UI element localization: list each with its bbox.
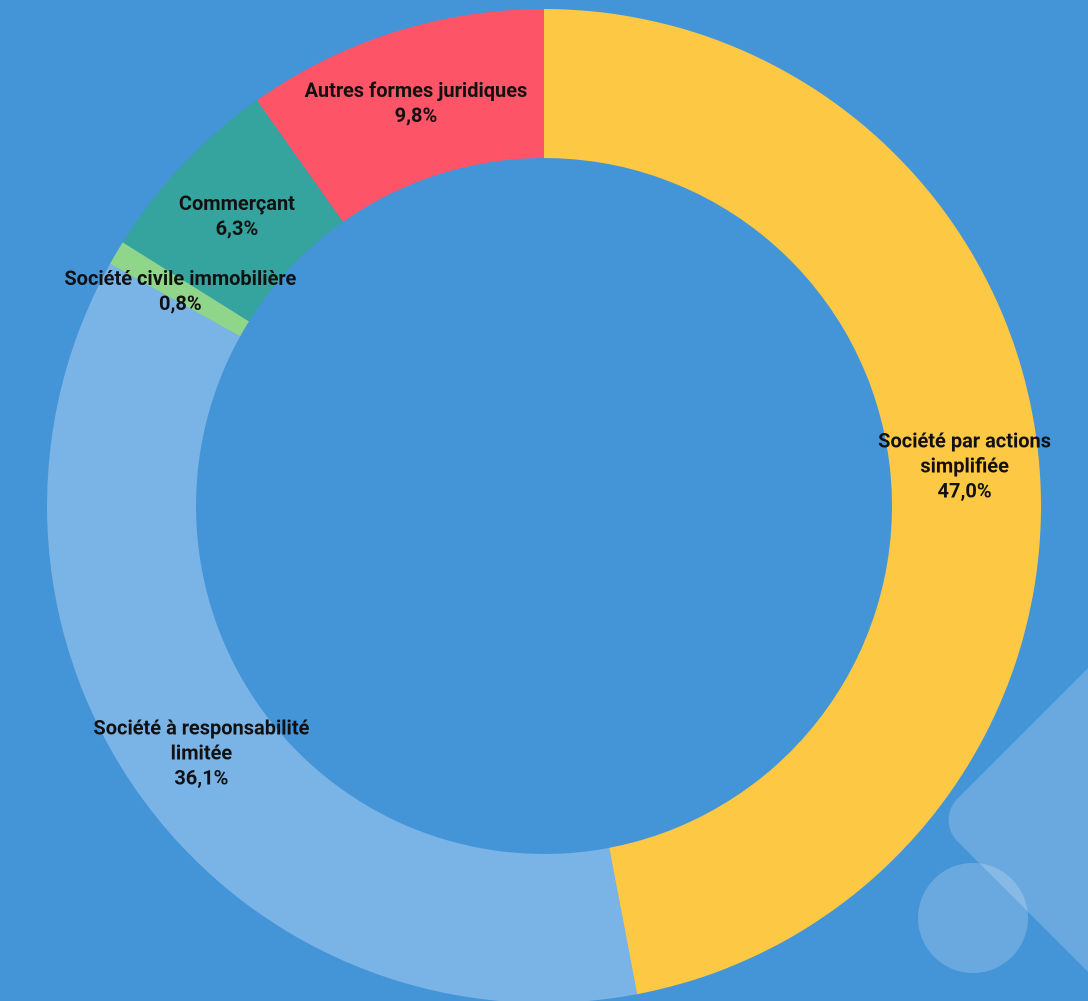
decor-circle bbox=[918, 863, 1028, 973]
category-label: Société civile immobilière bbox=[64, 265, 297, 290]
category-label: Société par actions simplifiée bbox=[878, 428, 1052, 478]
slice bbox=[109, 242, 250, 337]
value-label: 0,8% bbox=[158, 290, 202, 315]
category-label: Commerçant bbox=[178, 190, 295, 215]
category-label: Société à responsabilité limitée bbox=[93, 715, 310, 765]
slice-label: Commerçant 6,3% bbox=[179, 191, 295, 241]
value-label: 9,8% bbox=[394, 103, 438, 128]
value-label: 36,1% bbox=[174, 765, 229, 790]
slices bbox=[47, 8, 1041, 1001]
decoration bbox=[918, 648, 1088, 992]
category-label: Autres formes juridiques bbox=[304, 78, 528, 103]
slice-label: Société à responsabilité limitée 36,1% bbox=[76, 716, 326, 791]
slice-label: Société civile immobilière 0,8% bbox=[64, 266, 296, 316]
slice-label: Société par actions simplifiée 47,0% bbox=[840, 429, 1088, 504]
slice-label: Autres formes juridiques 9,8% bbox=[305, 78, 528, 128]
slice bbox=[544, 9, 1041, 995]
value-label: 47,0% bbox=[937, 478, 992, 503]
slice bbox=[47, 263, 638, 1001]
value-label: 6,3% bbox=[215, 215, 259, 240]
slice bbox=[122, 100, 344, 322]
slice bbox=[256, 8, 544, 222]
decor-square bbox=[948, 648, 1088, 992]
